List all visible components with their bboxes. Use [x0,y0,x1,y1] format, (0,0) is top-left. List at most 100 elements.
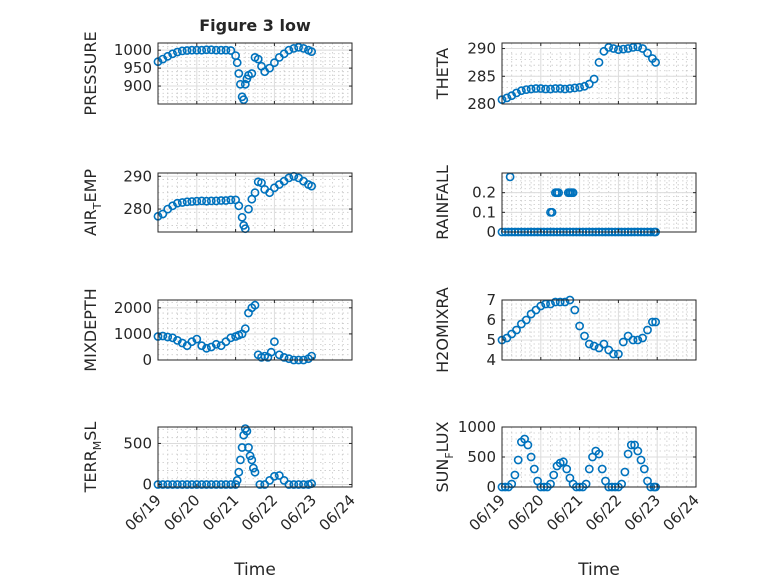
y-tick-label: 500 [123,434,152,452]
x-axis-label: Time [577,560,620,580]
data-point [638,333,647,343]
data-point [168,333,177,343]
data-point [589,341,599,351]
data-point [177,480,187,489]
y-tick-label: 0 [142,476,152,494]
data-point [570,305,580,315]
y-axis-label: PRESSURE [81,31,100,115]
x-tick-label: 06/24 [316,491,359,534]
data-point [526,452,536,462]
data-point [551,297,560,307]
x-tick-label: 06/24 [660,491,703,534]
data-point [638,44,647,53]
data-point [232,58,242,68]
chart-title: Figure 3 low [199,16,311,35]
data-point [523,440,533,450]
y-tick-label: 0 [142,351,152,369]
y-axis-label: RAINFALL [433,165,452,240]
data-point [234,69,244,78]
data-point [177,198,187,207]
data-point [623,44,633,53]
y-tick-label: 6 [486,311,496,329]
data-point [589,74,599,84]
data-point [639,464,649,474]
y-tick-label: 290 [123,167,152,185]
data-point [521,85,531,94]
y-axis-label: MIXDEPTH [81,288,100,371]
data-point [187,197,197,206]
y-axis-label: SUNFLUX [433,421,456,492]
data-point [633,335,643,345]
data-point [231,480,240,489]
data-point [202,45,211,55]
data-point [526,84,536,94]
data-point [206,45,216,55]
data-point [529,464,539,474]
data-point [279,352,289,362]
panel-rainfall: 0 0.10.2 RAINFALL [433,165,697,241]
data-point [269,471,279,481]
data-point [192,480,202,489]
data-point [192,196,202,206]
data-point [517,86,526,96]
data-point [547,207,557,217]
data-point [182,480,192,489]
data-point [512,325,521,335]
data-point [192,45,202,55]
data-point [211,45,221,55]
y-tick-label: 950 [123,59,152,77]
data-point [197,480,207,489]
y-tick-label: 4 [486,351,496,369]
data-point [158,331,168,341]
x-tick-label: 06/19 [122,491,165,534]
data-point [551,84,560,93]
data-point [565,84,575,93]
y-tick-label: 1000 [458,418,496,436]
data-point [239,95,249,105]
data-point [163,480,173,489]
data-point [580,81,589,91]
data-point [284,173,294,183]
data-point [250,300,260,310]
data-point [172,480,182,489]
data-point [182,46,192,55]
data-point [237,212,247,222]
data-point [636,455,646,465]
data-point [244,443,253,452]
data-point [580,331,589,341]
data-point [235,79,245,89]
data-point [531,84,541,93]
y-tick-label: 500 [467,448,496,466]
data-point [284,354,294,364]
x-tick-label: 06/23 [621,491,664,534]
data-point [202,196,211,206]
data-point [536,84,546,93]
data-point [250,188,260,198]
data-point [554,188,563,198]
data-point [197,45,207,55]
x-axis-label: Time [233,560,276,580]
panel-h2omixra: 4 5 6 7 H2OMIXRA [433,287,697,373]
data-point [197,196,207,206]
data-point [597,464,607,474]
data-point [620,467,630,477]
data-point [234,467,244,477]
data-point [502,93,512,103]
x-tick-label: 06/23 [277,491,320,534]
data-point [555,297,565,307]
data-point [244,204,253,214]
data-point [158,209,168,219]
panel-theta: 280 285 290 THETA [433,40,697,113]
data-point [211,339,221,349]
data-point [584,464,594,474]
data-point [177,46,187,56]
data-point [265,475,274,485]
data-point [247,455,257,465]
y-axis-label: TERRMSL [81,422,104,494]
data-point [247,69,257,78]
y-tick-label: 0 [486,478,496,496]
data-point [507,479,517,489]
data-point [594,58,604,67]
data-point [549,470,559,480]
